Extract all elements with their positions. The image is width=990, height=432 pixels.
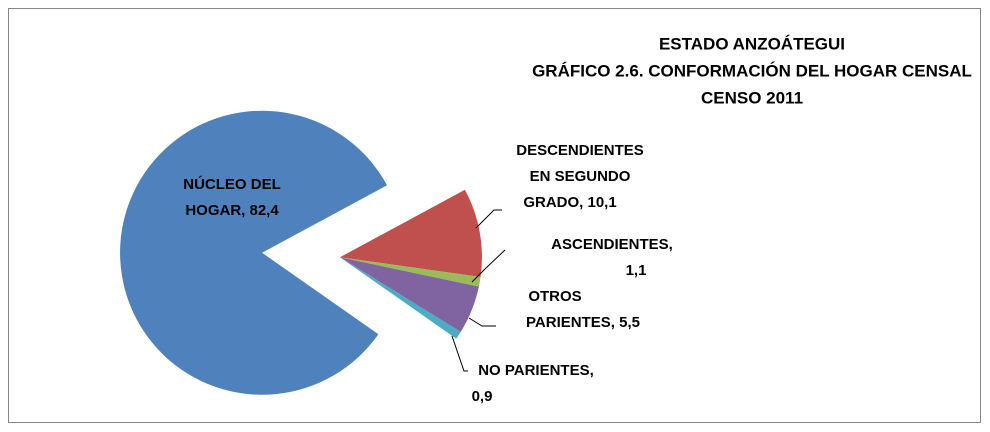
leader-line [468, 317, 496, 327]
pie-slice [339, 257, 461, 339]
pie-slice [120, 110, 388, 395]
data-label-line: PARIENTES, 5,5 [526, 314, 640, 331]
data-label: NÚCLEO DEL HOGAR, 82,4 [183, 175, 281, 219]
data-label: ASCENDIENTES, 1,1 [551, 236, 673, 279]
chart-title: GRÁFICO 2.6. CONFORMACIÓN DEL HOGAR CENS… [532, 61, 972, 80]
leader-line [475, 209, 502, 229]
data-label-line: 0,9 [472, 388, 493, 405]
data-label-line: DESCENDIENTES [516, 142, 644, 159]
data-label: NO PARIENTES, 0,9 [472, 362, 594, 405]
pie-slice [339, 257, 479, 333]
data-label-line: GRADO, 10,1 [523, 194, 616, 211]
data-label-line: NO PARIENTES, [478, 362, 594, 379]
leader-line [471, 249, 506, 283]
pie-slice [339, 189, 482, 278]
pie-slice [339, 257, 481, 287]
leader-line [451, 335, 468, 372]
data-label-line: 1,1 [626, 262, 647, 279]
data-label: DESCENDIENTES EN SEGUNDO GRADO, 10,1 [516, 142, 644, 211]
chart-title: ESTADO ANZOÁTEGUI [659, 34, 845, 53]
data-label-line: NÚCLEO DEL [183, 175, 281, 193]
data-label-line: OTROS [528, 288, 581, 305]
data-label: OTROS PARIENTES, 5,5 [526, 288, 640, 331]
data-label-line: HOGAR, 82,4 [185, 202, 279, 219]
data-label-line: EN SEGUNDO [530, 168, 631, 185]
data-label-line: ASCENDIENTES, [551, 236, 673, 253]
chart-title: CENSO 2011 [701, 88, 803, 107]
